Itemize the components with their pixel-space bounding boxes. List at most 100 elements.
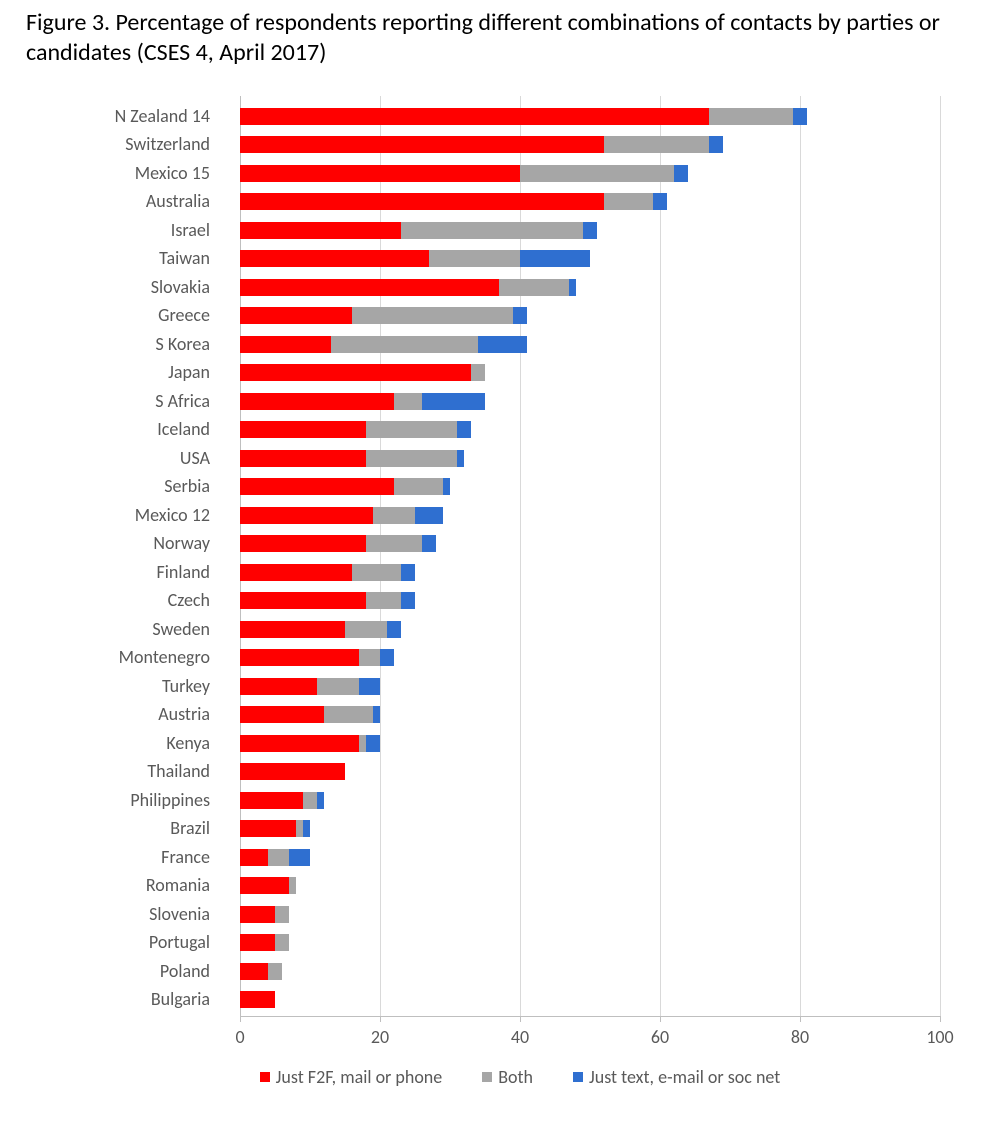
bar-segment [401, 222, 583, 239]
bar-segment [793, 108, 807, 125]
bar-segment [275, 934, 289, 951]
bar-segment [240, 136, 604, 153]
bar-segment [240, 250, 429, 267]
bar-segment [478, 336, 527, 353]
bar-segment [303, 820, 310, 837]
bar-segment [240, 507, 373, 524]
y-tick-label: France [50, 849, 210, 866]
y-tick-label: Mexico 15 [50, 165, 210, 182]
bar-segment [240, 820, 296, 837]
y-tick-label: Taiwan [50, 250, 210, 267]
bar-segment [289, 877, 296, 894]
bar-segment [415, 507, 443, 524]
y-tick-label: Montenegro [50, 649, 210, 666]
bar-segment [268, 849, 289, 866]
bar-segment [366, 421, 457, 438]
y-tick-label: Kenya [50, 735, 210, 752]
x-tick-label: 20 [371, 1026, 389, 1048]
x-axis [240, 1016, 940, 1017]
bar-segment [387, 621, 401, 638]
bar-segment [240, 849, 268, 866]
bar-segment [443, 478, 450, 495]
gridline [660, 96, 661, 1016]
bar-segment [373, 706, 380, 723]
bar-segment [240, 877, 289, 894]
legend-swatch [573, 1072, 583, 1082]
bar-segment [520, 165, 674, 182]
bar-segment [240, 279, 499, 296]
bar-segment [366, 592, 401, 609]
y-tick-label: Sweden [50, 621, 210, 638]
bar-segment [240, 706, 324, 723]
bar-segment [422, 535, 436, 552]
bar-segment [317, 678, 359, 695]
y-tick-label: Brazil [50, 820, 210, 837]
bar-segment [457, 450, 464, 467]
bar-segment [240, 735, 359, 752]
gridline [800, 96, 801, 1016]
bar-segment [240, 621, 345, 638]
bar-segment [359, 649, 380, 666]
bar-segment [240, 763, 345, 780]
y-tick-label: S Africa [50, 393, 210, 410]
chart-card: 020406080100N Zealand 14SwitzerlandMexic… [60, 76, 980, 1106]
bar-segment [240, 450, 366, 467]
bar-segment [240, 963, 268, 980]
bar-segment [240, 222, 401, 239]
x-tick-label: 0 [235, 1026, 244, 1048]
bar-segment [366, 535, 422, 552]
y-tick-label: Switzerland [50, 136, 210, 153]
legend-item: Just text, e-mail or soc net [573, 1066, 780, 1088]
bar-segment [499, 279, 569, 296]
bar-segment [240, 934, 275, 951]
y-tick-label: Austria [50, 706, 210, 723]
legend-item: Both [482, 1066, 533, 1088]
legend-label: Both [498, 1066, 533, 1088]
y-tick-label: Turkey [50, 678, 210, 695]
bar-segment [240, 592, 366, 609]
bar-segment [268, 963, 282, 980]
bar-segment [317, 792, 324, 809]
y-tick-label: Czech [50, 592, 210, 609]
bar-segment [394, 478, 443, 495]
bar-segment [324, 706, 373, 723]
x-tick-label: 60 [651, 1026, 669, 1048]
gridline [940, 96, 941, 1016]
bar-segment [240, 108, 709, 125]
y-tick-label: Iceland [50, 421, 210, 438]
bar-segment [240, 991, 275, 1008]
bar-segment [240, 336, 331, 353]
bar-segment [240, 307, 352, 324]
bar-segment [373, 507, 415, 524]
page: Figure 3. Percentage of respondents repo… [0, 0, 1000, 1121]
bar-segment [709, 136, 723, 153]
bar-segment [422, 393, 485, 410]
bar-segment [569, 279, 576, 296]
bar-segment [394, 393, 422, 410]
bar-segment [240, 906, 275, 923]
legend-label: Just F2F, mail or phone [276, 1066, 443, 1088]
legend-swatch [482, 1072, 492, 1082]
y-tick-label: Poland [50, 963, 210, 980]
bar-segment [303, 792, 317, 809]
bar-segment [240, 393, 394, 410]
y-tick-label: Romania [50, 877, 210, 894]
bar-segment [709, 108, 793, 125]
bar-segment [240, 678, 317, 695]
y-tick-label: Slovenia [50, 906, 210, 923]
y-tick-label: Serbia [50, 478, 210, 495]
bar-segment [513, 307, 527, 324]
bar-segment [240, 478, 394, 495]
bar-segment [240, 421, 366, 438]
legend-swatch [260, 1072, 270, 1082]
legend-item: Just F2F, mail or phone [260, 1066, 443, 1088]
bar-segment [240, 564, 352, 581]
y-tick-label: Philippines [50, 792, 210, 809]
bar-segment [289, 849, 310, 866]
bar-segment [240, 649, 359, 666]
legend: Just F2F, mail or phone Both Just text, … [60, 1066, 980, 1088]
y-tick-label: Australia [50, 193, 210, 210]
bar-segment [240, 535, 366, 552]
bar-segment [352, 307, 513, 324]
bar-segment [352, 564, 401, 581]
